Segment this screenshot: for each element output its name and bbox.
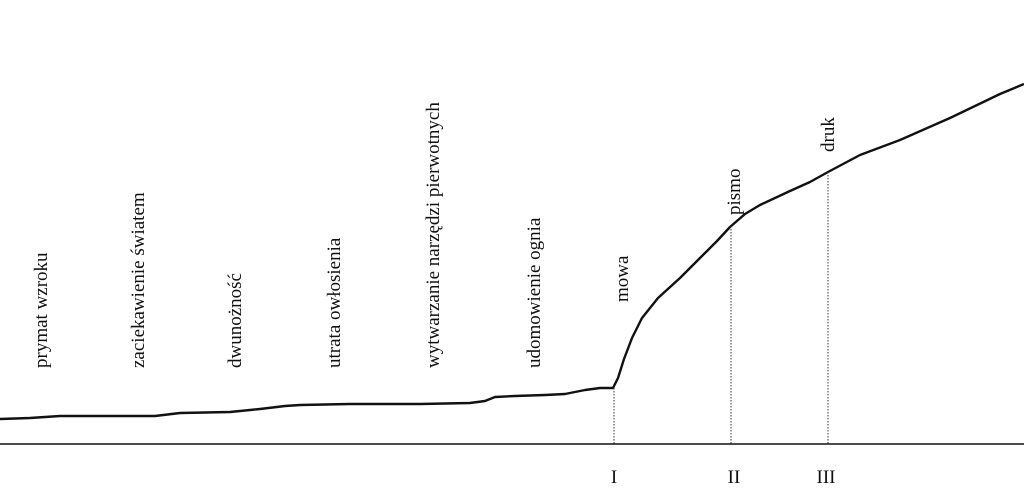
stage-label-dwunoznosc: dwunożność xyxy=(225,273,246,368)
marker-label-i: I xyxy=(611,467,617,488)
stage-label-zaciekawienie-swiatem: zaciekawienie światem xyxy=(128,192,149,368)
stage-label-prymat-wzroku: prymat wzroku xyxy=(31,252,52,368)
stage-label-mowa: mowa xyxy=(612,255,633,302)
growth-curve xyxy=(0,82,1024,421)
marker-label-ii: II xyxy=(728,467,741,488)
stage-label-udomowienie-ognia: udomowienie ognia xyxy=(524,217,545,368)
stage-label-utrata-owlosienia: utrata owłosienia xyxy=(324,237,345,368)
stage-label-druk: druk xyxy=(818,117,839,152)
stage-label-wytwarzanie-narzedzi: wytwarzanie narzędzi pierwotnych xyxy=(423,102,444,368)
stage-label-pismo: pismo xyxy=(724,169,745,215)
marker-label-iii: III xyxy=(817,467,836,488)
